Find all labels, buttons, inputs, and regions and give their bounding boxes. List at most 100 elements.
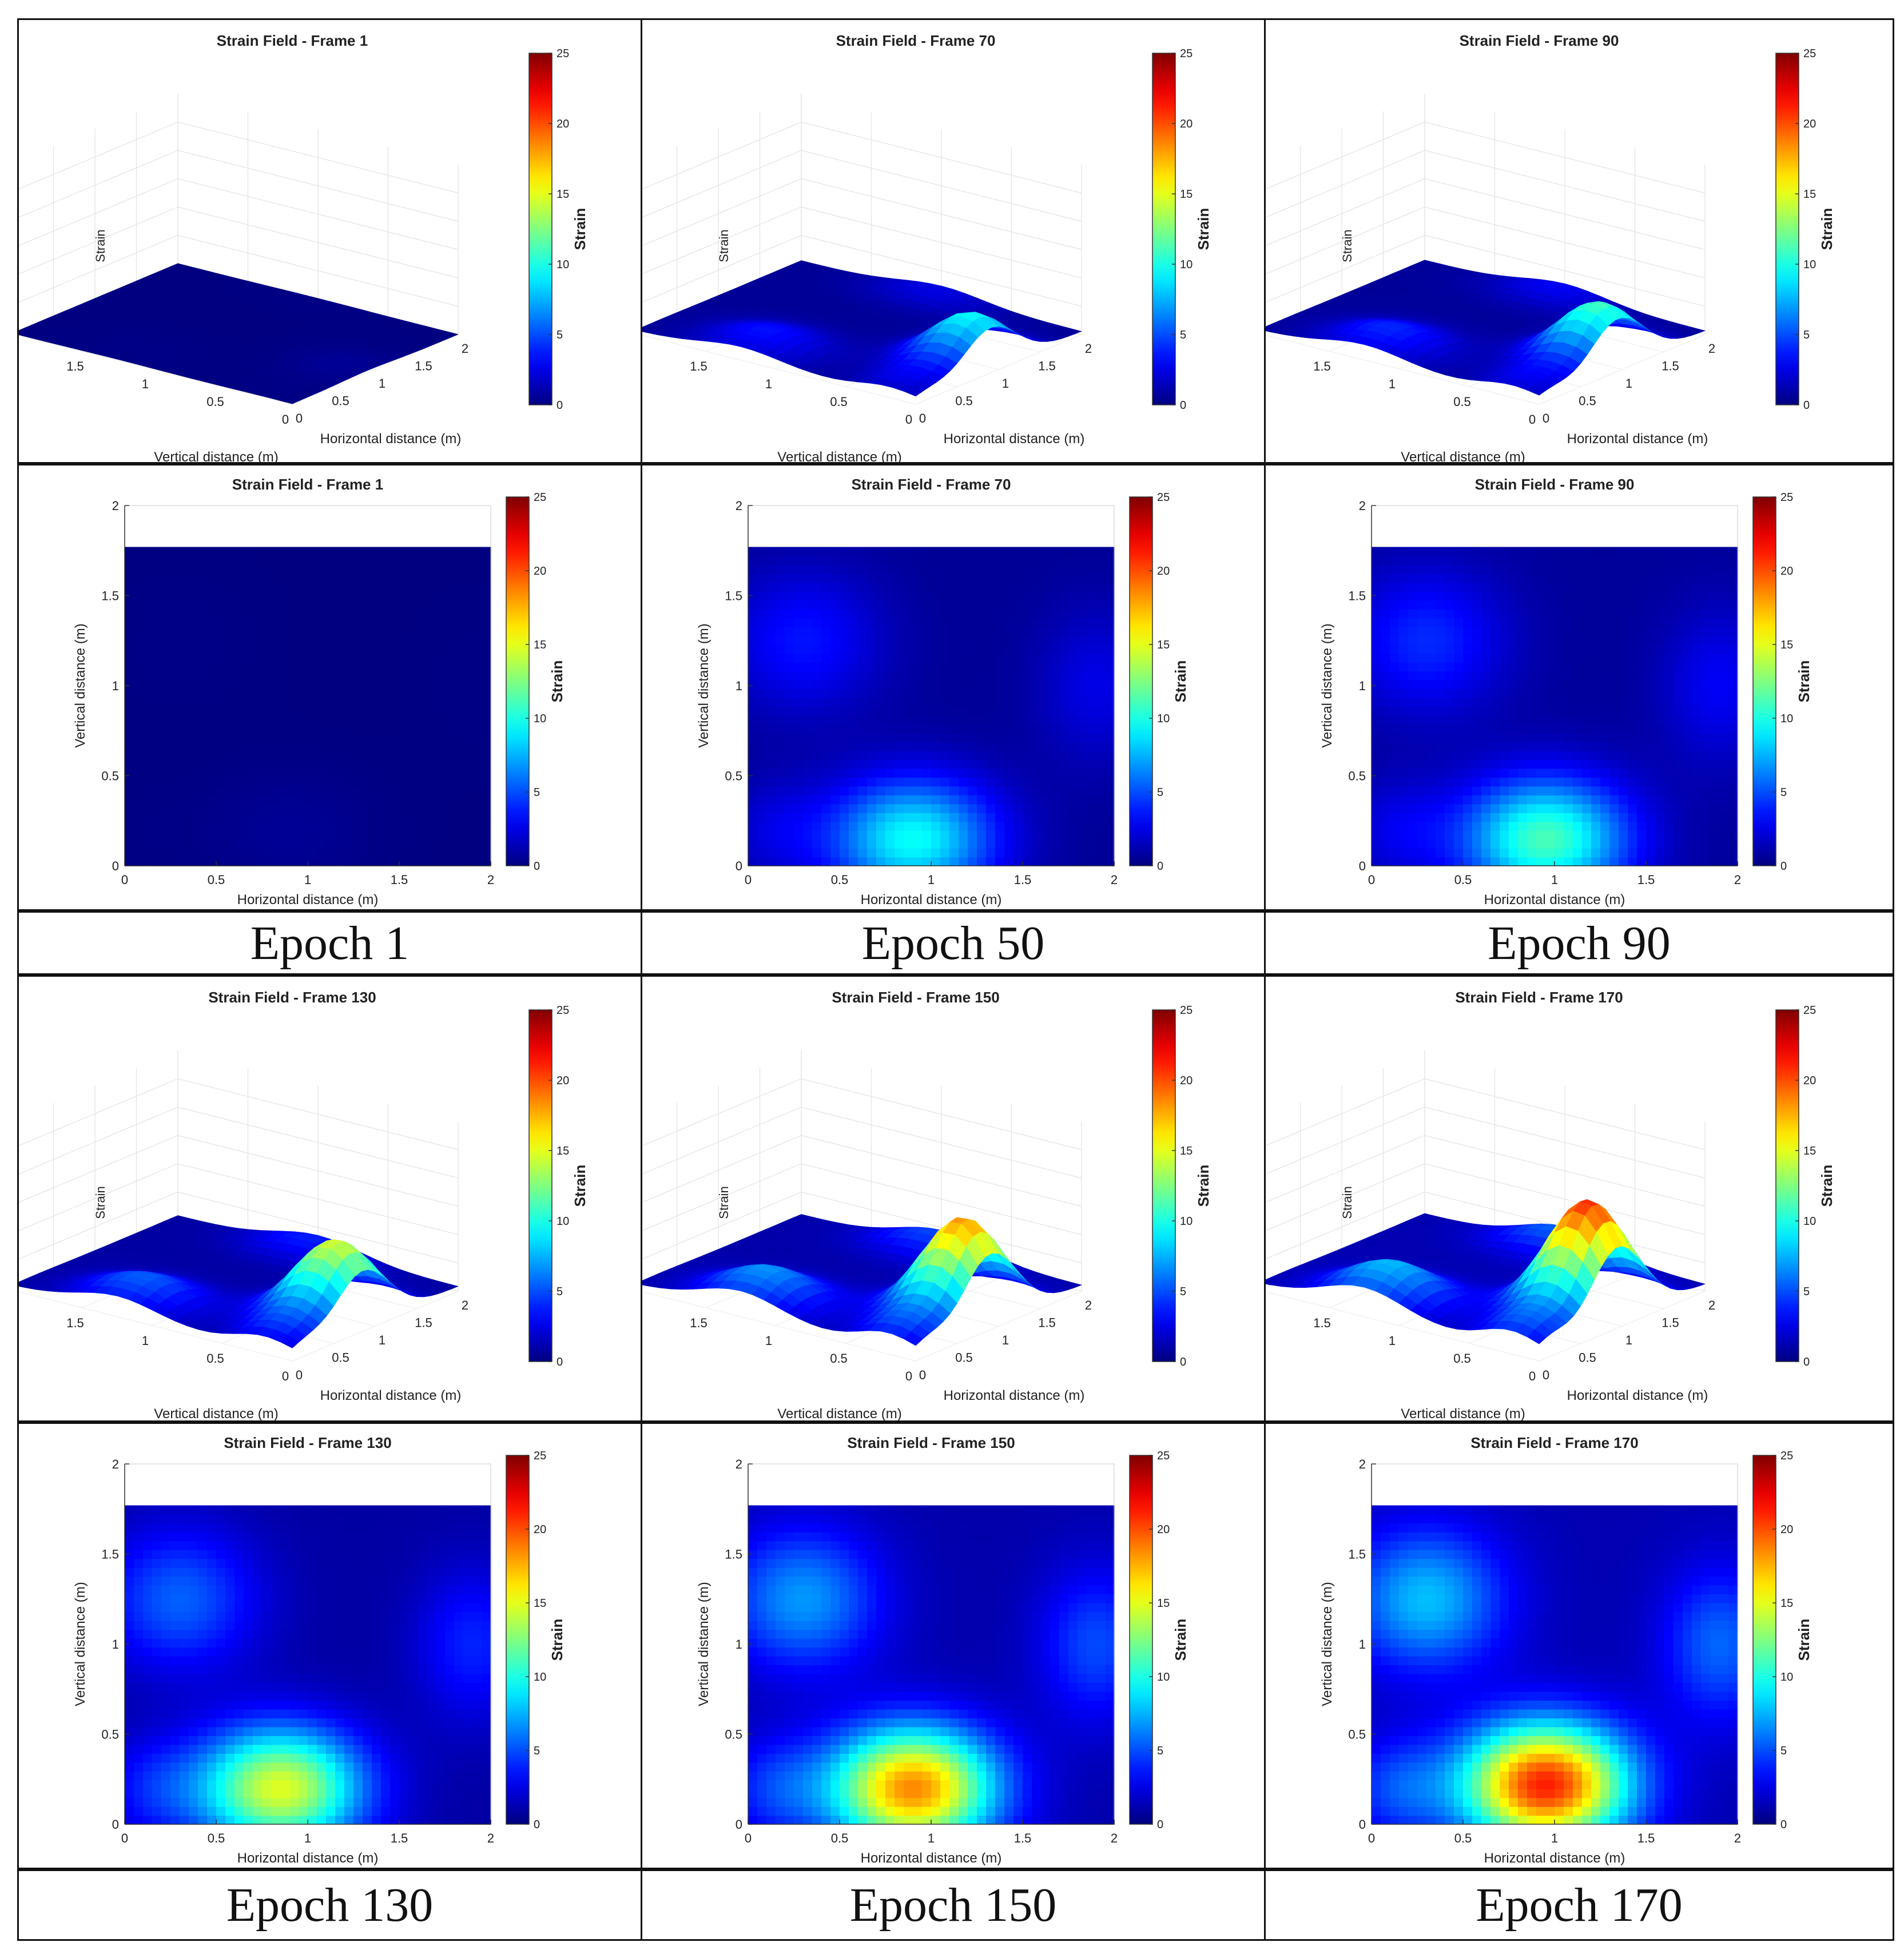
heatmap-cell: [427, 786, 436, 795]
heatmap-cell: [161, 839, 171, 849]
heatmap-cell: [895, 795, 904, 805]
heatmap-cell: [335, 733, 345, 742]
heatmap-cell: [940, 591, 950, 601]
heatmap-cell: [766, 742, 776, 751]
heatmap-cell: [363, 821, 372, 831]
heatmap-cell: [757, 839, 767, 849]
heatmap-cell: [363, 644, 372, 654]
heatmap-cell: [216, 635, 226, 645]
heatmap-cell: [913, 803, 923, 813]
heatmap-cell: [436, 724, 446, 734]
heatmap-cell: [858, 591, 868, 601]
heatmap-cell: [262, 573, 272, 583]
heatmap-cell: [949, 768, 959, 778]
heatmap-cell: [858, 813, 868, 822]
heatmap-cell: [299, 839, 308, 849]
heatmap-cell: [289, 759, 299, 769]
heatmap-cell: [1059, 591, 1069, 601]
heatmap-cell: [1004, 857, 1014, 866]
heatmap-cell: [931, 679, 941, 690]
heatmap-cell: [436, 547, 446, 556]
heatmap-cell: [1059, 644, 1069, 654]
heatmap-cell: [995, 555, 1005, 566]
heatmap-cell: [482, 679, 491, 690]
heatmap-cell: [1013, 715, 1023, 725]
heatmap-cell: [472, 644, 482, 654]
heatmap-cell: [1096, 582, 1106, 592]
heatmap-cell: [1032, 759, 1042, 769]
heatmap-cell: [876, 635, 886, 645]
heatmap-cell: [840, 848, 849, 858]
heatmap-cell: [463, 653, 473, 663]
heatmap-cell: [1023, 821, 1032, 831]
heatmap-cell: [253, 742, 263, 751]
heatmap-cell: [1004, 803, 1014, 813]
heatmap-cell: [885, 653, 895, 663]
heatmap-cell: [289, 706, 299, 716]
heatmap-cell: [134, 750, 144, 760]
heatmap-cell: [326, 848, 336, 858]
heatmap-cell: [244, 608, 253, 619]
heatmap-cell: [454, 697, 464, 707]
heatmap-cell: [803, 813, 813, 822]
heatmap-cell: [895, 689, 904, 698]
heatmap-cell: [454, 644, 464, 654]
heatmap-cell: [995, 564, 1005, 574]
heatmap-cell: [849, 813, 858, 822]
heatmap-cell: [225, 635, 235, 645]
heatmap-cell: [821, 618, 831, 627]
heatmap-cell: [1032, 839, 1042, 849]
heatmap-cell: [207, 653, 217, 663]
heatmap-cell: [885, 547, 895, 556]
heatmap-cell: [143, 671, 153, 680]
heatmap-cell: [253, 857, 263, 866]
heatmap-cell: [454, 608, 464, 619]
heatmap-cell: [748, 777, 758, 787]
heatmap-cell: [436, 697, 446, 707]
heatmap-cell: [1068, 626, 1078, 636]
heatmap-cell: [399, 733, 409, 742]
heatmap-cell: [280, 608, 290, 619]
heatmap-cell: [161, 706, 171, 716]
heatmap-cell: [381, 564, 391, 574]
heatmap-cell: [913, 724, 923, 734]
heatmap-cell: [830, 839, 840, 849]
heatmap-cell: [913, 742, 923, 751]
heatmap-cell: [244, 813, 253, 822]
heatmap-cell: [885, 750, 895, 760]
heatmap-cell: [454, 618, 464, 627]
heatmap-cell: [803, 573, 813, 583]
heatmap-cell: [299, 750, 308, 760]
heatmap-cell: [125, 653, 134, 663]
heatmap-cell: [876, 573, 886, 583]
heatmap-cell: [299, 644, 308, 654]
heatmap-cell: [1032, 591, 1042, 601]
heatmap-cell: [317, 555, 327, 566]
heatmap-cell: [895, 644, 904, 654]
heatmap-cell: [1013, 653, 1023, 663]
x-tick-label: 0: [745, 873, 752, 887]
heatmap-cell: [125, 600, 134, 610]
x-axis-label: Horizontal distance (m): [861, 892, 1002, 908]
heatmap-cell: [152, 777, 162, 787]
heatmap-cell: [363, 706, 372, 716]
heatmap-cell: [766, 750, 776, 760]
heatmap-cell: [299, 759, 308, 769]
heatmap-cell: [408, 768, 418, 778]
heatmap-cell: [913, 582, 923, 592]
heatmap-cell: [794, 777, 804, 787]
heatmap-cell: [821, 857, 831, 866]
heatmap-cell: [785, 830, 794, 840]
heatmap-cell: [408, 573, 418, 583]
heatmap-cell: [152, 564, 162, 574]
heatmap-cell: [1004, 733, 1014, 742]
heatmap-cell: [931, 706, 941, 716]
heatmap-cell: [776, 608, 785, 619]
heatmap-cell: [216, 724, 226, 734]
heatmap-cell: [399, 653, 409, 663]
heatmap-cell: [1381, 750, 1390, 760]
heatmap-cell: [180, 830, 189, 840]
heatmap-cell: [1023, 715, 1032, 725]
colorbar-tick-label: 5: [1803, 329, 1810, 341]
heatmap-cell: [308, 733, 317, 742]
